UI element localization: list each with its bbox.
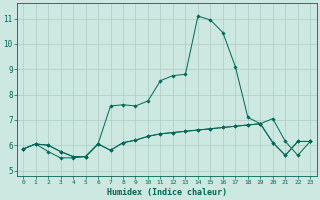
X-axis label: Humidex (Indice chaleur): Humidex (Indice chaleur) [107, 188, 227, 197]
